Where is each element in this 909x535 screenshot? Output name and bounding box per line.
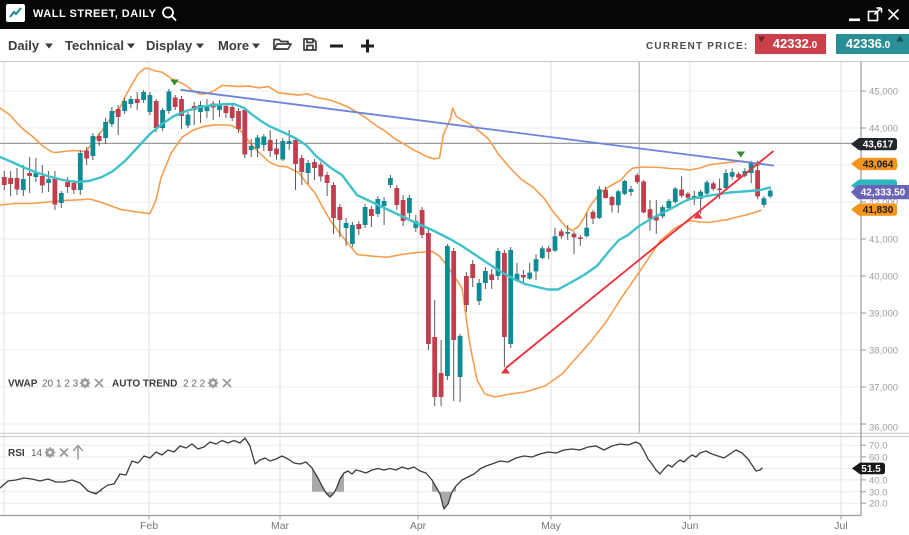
svg-text:70.0: 70.0 [869,441,888,452]
svg-text:RSI: RSI [8,448,25,459]
svg-text:Feb: Feb [140,520,158,532]
svg-text:42,333.50: 42,333.50 [861,188,906,199]
svg-text:VWAP: VWAP [8,379,38,390]
svg-text:May: May [541,520,562,532]
svg-text:30.0: 30.0 [869,487,888,498]
svg-text:36,000: 36,000 [869,423,898,434]
svg-text:40,000: 40,000 [869,272,898,283]
svg-text:14: 14 [31,448,43,459]
svg-text:38,000: 38,000 [869,346,898,357]
svg-text:45,000: 45,000 [869,87,898,98]
svg-text:37,000: 37,000 [869,383,898,394]
svg-text:43,617: 43,617 [863,140,894,151]
svg-text:39,000: 39,000 [869,309,898,320]
svg-text:42,000: 42,000 [869,198,898,209]
svg-text:Apr: Apr [410,520,427,532]
svg-text:20.0: 20.0 [869,499,888,510]
svg-text:Jul: Jul [834,520,847,532]
svg-text:43,064: 43,064 [863,159,894,170]
svg-text:Mar: Mar [271,520,290,532]
svg-text:41,000: 41,000 [869,235,898,246]
svg-text:51.5: 51.5 [861,464,881,475]
svg-text:44,000: 44,000 [869,124,898,135]
svg-text:2 2 2: 2 2 2 [183,379,206,390]
svg-text:20 1 2 3: 20 1 2 3 [42,379,79,390]
svg-text:60.0: 60.0 [869,452,888,463]
svg-text:41,830: 41,830 [863,205,894,216]
svg-text:Jun: Jun [682,520,699,532]
svg-text:AUTO TREND: AUTO TREND [112,379,177,390]
svg-text:40.0: 40.0 [869,475,888,486]
